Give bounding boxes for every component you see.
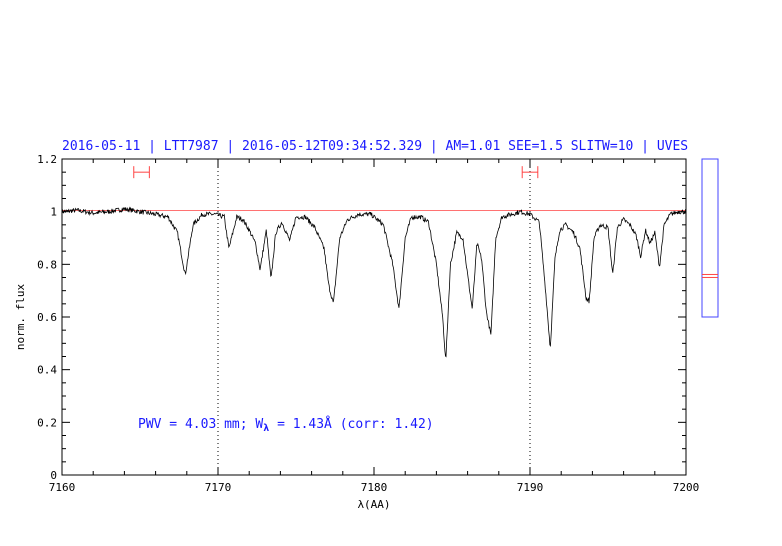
y-axis-ticks: 0 0.2 0.4 0.6 0.8 1 1.2: [37, 153, 686, 482]
y-tick-label: 0.2: [37, 416, 57, 429]
spectrum-line: [61, 206, 687, 358]
y-tick-label: 1.2: [37, 153, 57, 166]
y-tick-label: 0.4: [37, 364, 57, 377]
side-panel-box: [701, 158, 719, 318]
vertical-markers: [217, 159, 531, 475]
x-axis-ticks: 7160 7170 7180 7190 7200: [49, 159, 700, 494]
chart-title: 2016-05-11 | LTT7987 | 2016-05-12T09:34:…: [62, 139, 688, 154]
y-tick-label: 0.8: [37, 258, 57, 271]
y-tick-label: 1: [50, 206, 57, 219]
error-bar: [521, 166, 539, 179]
error-bar: [133, 166, 150, 179]
y-tick-label: 0: [50, 469, 57, 482]
x-tick-label: 7180: [361, 481, 388, 494]
pwv-annotation: PWV = 4.03 mm; Wλ = 1.43Å (corr: 1.42): [138, 416, 434, 434]
error-bars: [133, 166, 539, 179]
y-axis-label: norm. flux: [14, 284, 27, 351]
side-panel: [701, 158, 719, 318]
x-tick-label: 7170: [205, 481, 232, 494]
spectrum-series-group: [61, 206, 687, 358]
x-tick-label: 7200: [673, 481, 700, 494]
x-tick-label: 7190: [517, 481, 544, 494]
y-tick-label: 0.6: [37, 311, 57, 324]
x-tick-label: 7160: [49, 481, 76, 494]
x-axis-label: λ(AA): [357, 498, 390, 511]
